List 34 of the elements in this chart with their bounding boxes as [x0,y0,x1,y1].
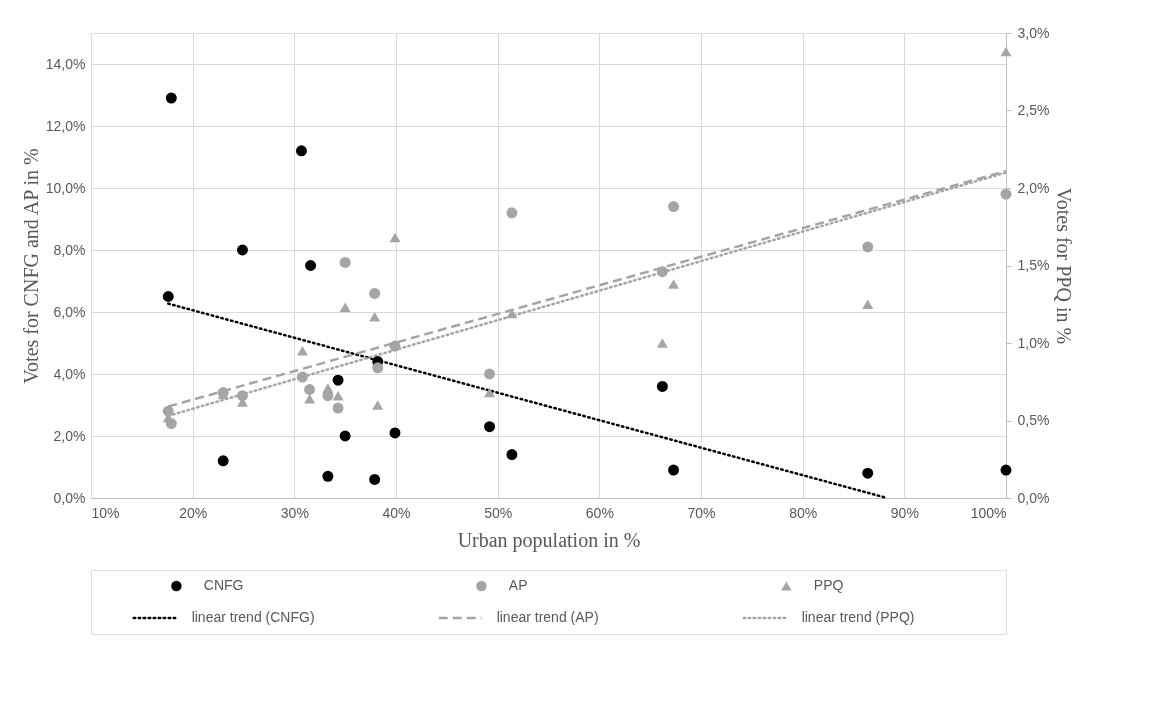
y2-tick-label: 2,0% [1017,179,1050,196]
x-tick-label: 40% [382,504,411,521]
y2-axis-title: Votes for PPQ in % [1053,187,1076,345]
y-tick-label: 12,0% [45,117,86,134]
y2-tick-label: 0,5% [1017,412,1050,428]
y-tick-label: 0,0% [53,489,86,506]
y-tick-label: 4,0% [53,365,86,382]
x-tick-label: 20% [179,504,208,521]
y-tick-label: 8,0% [53,241,86,258]
y-axis-title: Votes for CNFG and AP in % [19,148,42,384]
legend-label: linear trend (PPQ) [801,609,915,625]
y2-tick-label: 1,5% [1017,257,1050,273]
legend-label: CNFG [203,577,244,593]
y-tick-label: 2,0% [53,427,86,444]
legend-label: linear trend (AP) [496,609,599,625]
x-tick-label: 90% [890,504,919,521]
y-tick-label: 14,0% [45,55,86,72]
x-tick-label: 70% [687,504,716,521]
y2-tick-label: 3,0% [1017,24,1050,41]
y-tick-label: 10,0% [45,179,86,196]
y2-tick-label: 0,0% [1017,489,1050,506]
x-tick-label: 30% [280,504,309,521]
y2-tick-label: 1,0% [1017,334,1050,351]
x-tick-label: 50% [484,504,513,521]
x-tick-label: 100% [970,504,1007,521]
legend-label: linear trend (CNFG) [191,609,315,625]
y-tick-label: 6,0% [53,303,86,320]
x-tick-label: 80% [789,504,818,521]
x-tick-label: 10% [91,504,120,521]
y2-tick-label: 2,5% [1017,102,1050,118]
legend-label: PPQ [813,577,844,593]
x-axis-title: Urban population in % [457,528,641,552]
legend-label: AP [508,577,528,593]
x-tick-label: 60% [585,504,614,521]
